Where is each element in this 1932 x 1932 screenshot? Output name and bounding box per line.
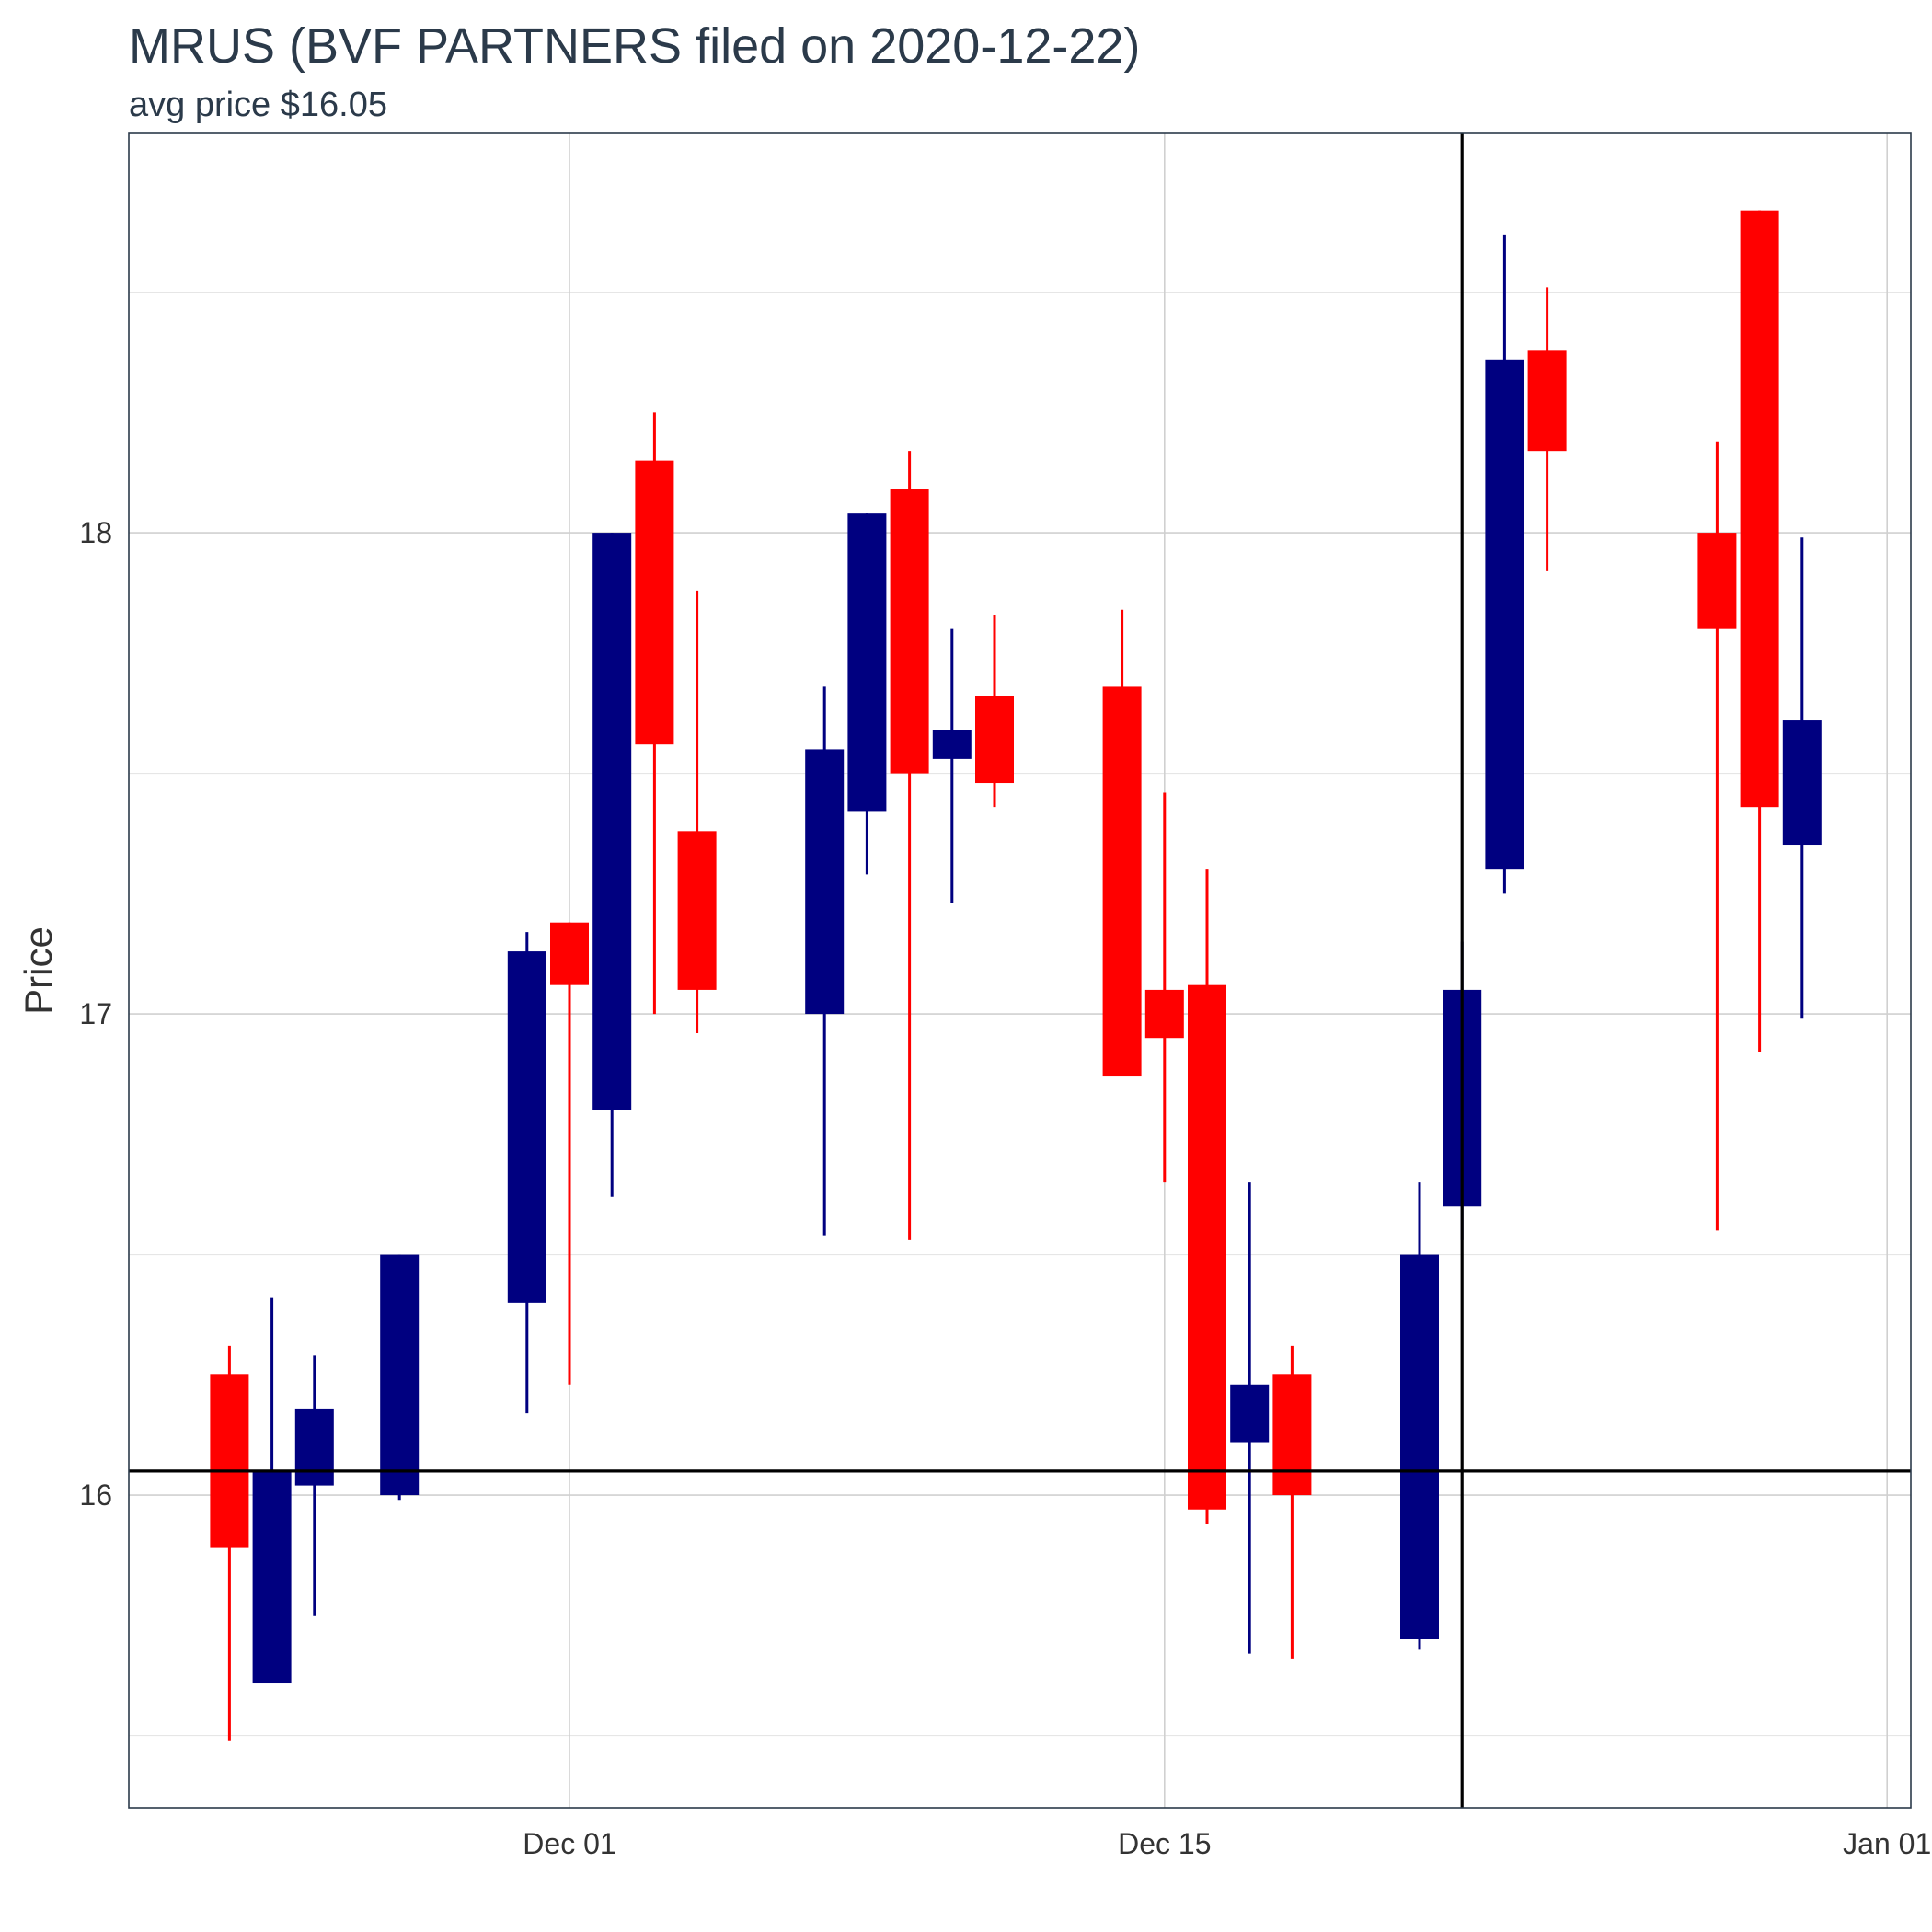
- candle-body: [975, 696, 1014, 784]
- candle-body: [294, 1408, 334, 1486]
- candle-body: [1144, 989, 1184, 1039]
- candle-up: [805, 686, 845, 1236]
- x-tick-label: Dec 01: [523, 1827, 615, 1860]
- candle-body: [677, 831, 717, 990]
- candle-up: [380, 1254, 420, 1501]
- candle-body: [1697, 533, 1737, 629]
- candle-body: [1485, 359, 1524, 870]
- y-axis-title: Price: [17, 926, 60, 1015]
- candle-down: [677, 590, 717, 1033]
- candle-up: [1230, 1182, 1270, 1654]
- candle-up: [932, 628, 972, 903]
- candle-up: [1485, 234, 1524, 894]
- x-tick-label: Dec 15: [1118, 1827, 1211, 1860]
- candle-body: [1188, 984, 1226, 1510]
- candle-down: [210, 1345, 249, 1741]
- candle-down: [975, 614, 1014, 808]
- candle-down: [1144, 792, 1184, 1183]
- candle-body: [890, 489, 929, 774]
- candle-body: [805, 749, 845, 1015]
- candles: [210, 210, 1822, 1741]
- candle-down: [1697, 441, 1737, 1231]
- y-tick-label: 18: [79, 516, 112, 549]
- candle-body: [932, 730, 972, 759]
- candle-down: [635, 412, 674, 1015]
- candle-body: [210, 1374, 249, 1548]
- candle-body: [592, 533, 632, 1110]
- candle-body: [1740, 210, 1779, 808]
- candle-down: [1740, 210, 1779, 1052]
- y-axis-ticks: 16 17 18: [79, 516, 112, 1512]
- x-axis-ticks: Dec 01 Dec 15 Jan 01: [523, 1827, 1931, 1860]
- candle-body: [1230, 1384, 1270, 1443]
- candle-body: [635, 460, 674, 745]
- candle-body: [507, 951, 546, 1303]
- candle-up: [1782, 537, 1822, 1019]
- chart-subtitle: avg price $16.05: [129, 86, 387, 124]
- candle-up: [252, 1297, 292, 1684]
- candle-up: [592, 533, 632, 1197]
- candle-down: [1102, 609, 1142, 1077]
- chart-title: MRUS (BVF PARTNERS filed on 2020-12-22): [129, 18, 1140, 74]
- candle-up: [1400, 1182, 1439, 1650]
- candle-up: [294, 1355, 334, 1616]
- candle-down: [890, 451, 929, 1240]
- candle-down: [1188, 869, 1226, 1524]
- candle-body: [252, 1470, 292, 1684]
- candle-down: [1272, 1345, 1312, 1659]
- candle-down: [1527, 287, 1567, 571]
- y-tick-label: 16: [79, 1478, 112, 1512]
- candle-body: [550, 922, 589, 985]
- candle-down: [550, 922, 589, 1385]
- y-tick-label: 17: [79, 997, 112, 1030]
- candle-up: [847, 513, 887, 875]
- candle-body: [1272, 1374, 1312, 1496]
- candle-body: [847, 513, 887, 812]
- candle-body: [380, 1254, 420, 1496]
- grid: [129, 133, 1911, 1808]
- x-tick-label: Jan 01: [1843, 1827, 1931, 1860]
- candle-body: [1782, 720, 1822, 846]
- reference-lines: [129, 133, 1911, 1808]
- plot-panel: [128, 132, 1912, 1809]
- candle-body: [1527, 350, 1567, 452]
- candle-up: [507, 932, 546, 1414]
- candle-body: [1102, 686, 1142, 1077]
- candle-body: [1400, 1254, 1439, 1639]
